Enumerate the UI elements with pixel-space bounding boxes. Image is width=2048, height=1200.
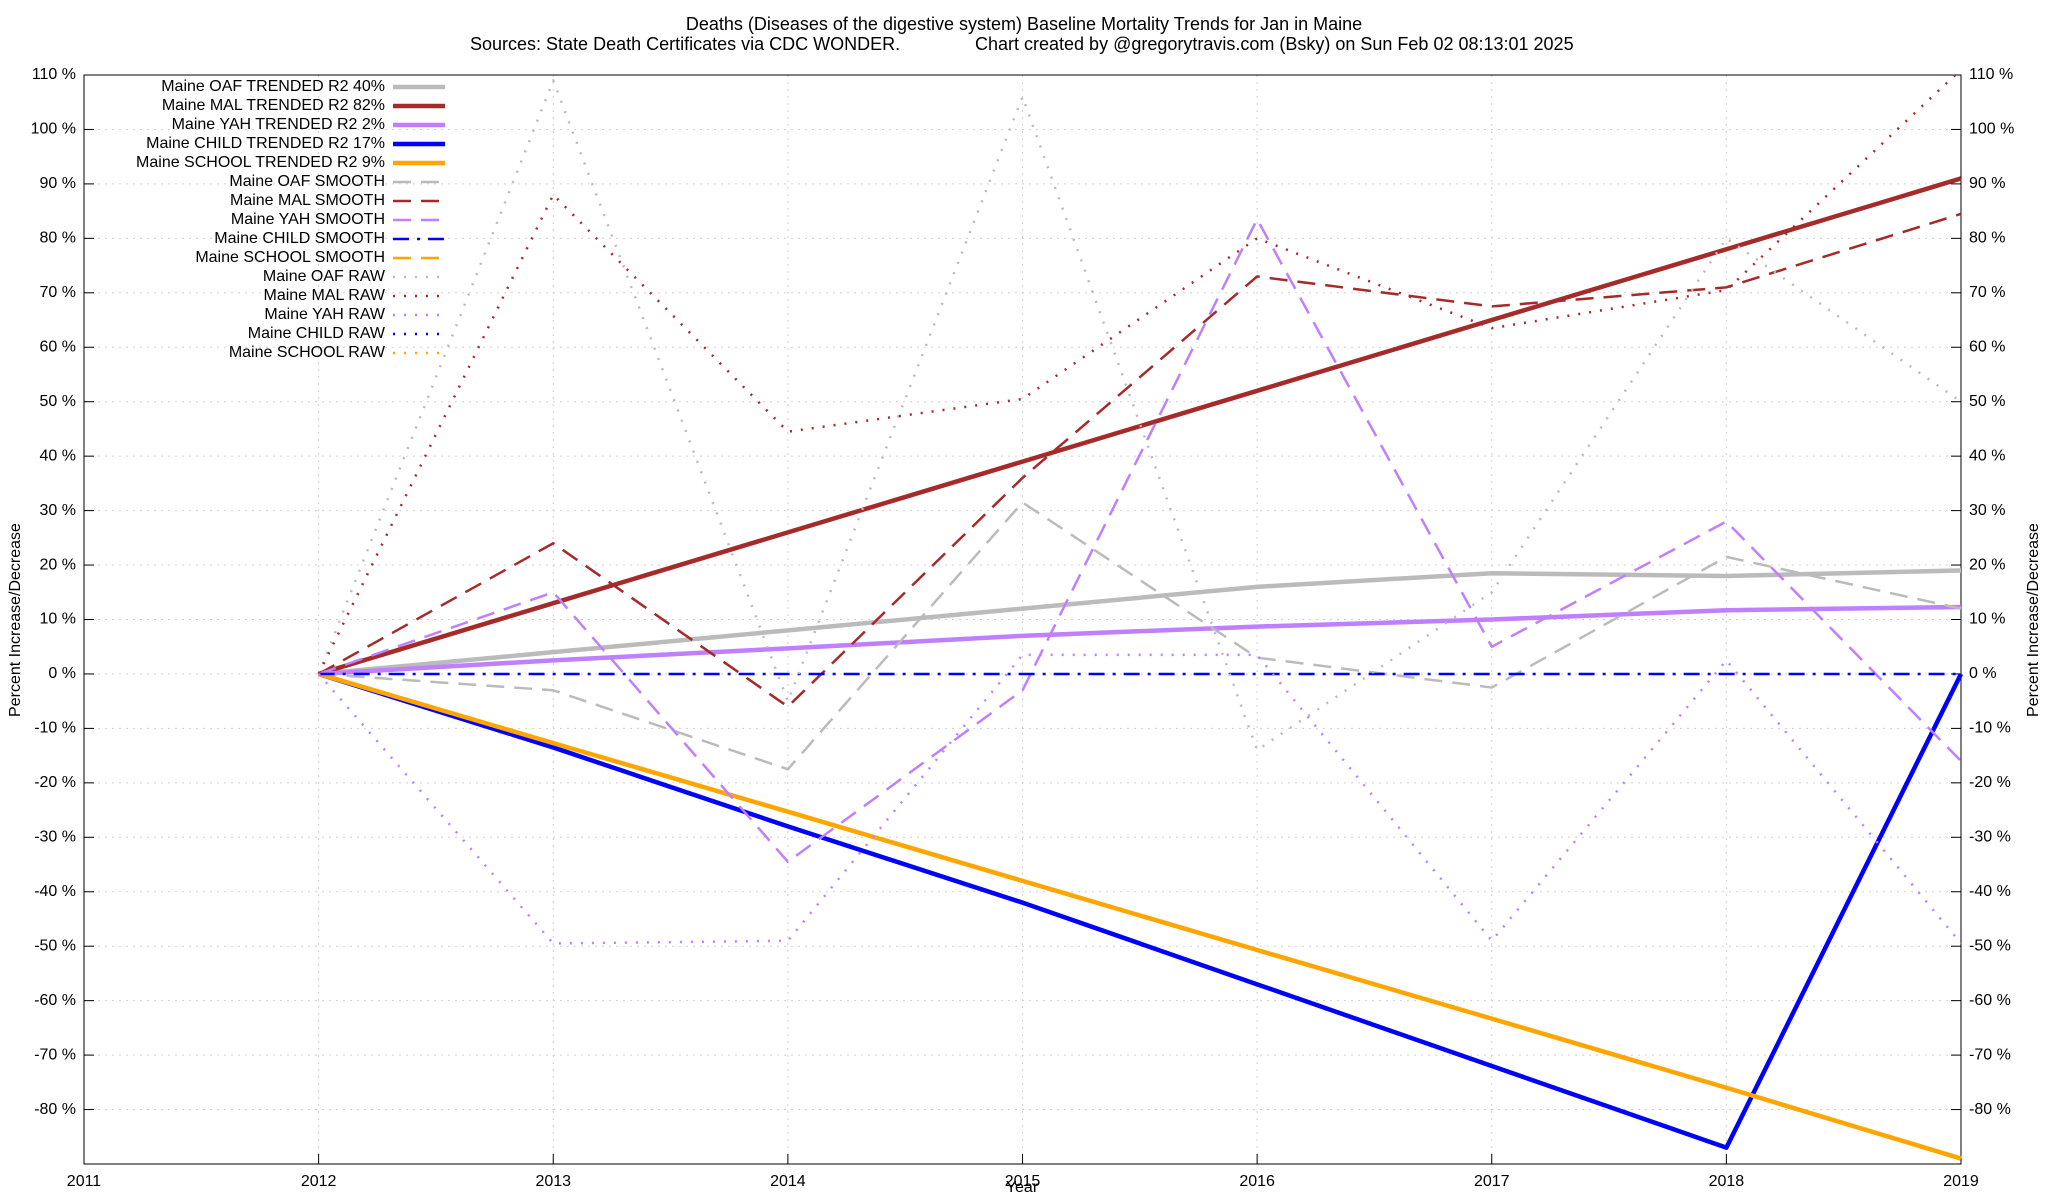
y2-tick-label: 30 % (1969, 502, 2005, 519)
y-tick-label: 60 % (40, 338, 76, 355)
y2-tick-label: 50 % (1969, 393, 2005, 410)
x-tick-label: 2018 (1709, 1173, 1745, 1190)
series-line (318, 218, 1962, 864)
y2-tick-label: 70 % (1969, 284, 2005, 301)
plot-frame (83, 74, 1962, 1165)
y-tick-label: -50 % (34, 937, 76, 954)
series-line (318, 212, 1962, 708)
y2-tick-label: 0 % (1969, 665, 1997, 682)
x-tick-label: 2017 (1474, 1173, 1510, 1190)
y-tick-label: 80 % (40, 230, 76, 247)
y2-tick-label: 20 % (1969, 556, 2005, 573)
series-line (317, 79, 1962, 752)
legend-label: Maine YAH TRENDED R2 2% (172, 116, 385, 133)
y-tick-label: 30 % (40, 502, 76, 519)
y2-tick-label: -30 % (1969, 829, 2011, 846)
series-line (318, 568, 1962, 677)
legend-label: Maine OAF TRENDED R2 40% (161, 78, 385, 95)
y-tick-label: 0 % (48, 665, 76, 682)
y2-tick-label: 80 % (1969, 230, 2005, 247)
chart-source: Sources: State Death Certificates via CD… (470, 34, 900, 54)
legend-label: Maine MAL SMOOTH (230, 192, 385, 209)
legend-label: Maine OAF SMOOTH (229, 173, 385, 190)
y2-tick-label: -80 % (1969, 1101, 2011, 1118)
legend-label: Maine CHILD RAW (248, 325, 386, 342)
chart-credit: Chart created by @gregorytravis.com (Bsk… (975, 34, 1574, 54)
legend-label: Maine YAH SMOOTH (231, 211, 385, 228)
y2-tick-label: 90 % (1969, 175, 2005, 192)
y2-axis-label: Percent Increase/Decrease (2025, 523, 2042, 717)
y2-tick-label: 100 % (1969, 121, 2014, 138)
legend-label: Maine MAL RAW (263, 287, 385, 304)
y2-tick-label: 110 % (1969, 66, 2013, 83)
x-tick-label: 2016 (1239, 1173, 1275, 1190)
y2-tick-label: -20 % (1969, 774, 2011, 791)
y-tick-label: -60 % (34, 992, 76, 1009)
legend-label: Maine CHILD SMOOTH (214, 230, 385, 247)
y2-tick-label: -70 % (1969, 1046, 2011, 1063)
y2-tick-label: 10 % (1969, 611, 2005, 628)
y2-tick-label: 40 % (1969, 447, 2005, 464)
legend-label: Maine MAL TRENDED R2 82% (162, 97, 385, 114)
series-line (318, 501, 1962, 771)
x-tick-label: 2011 (67, 1173, 102, 1190)
y2-tick-label: -60 % (1969, 992, 2011, 1009)
y-tick-label: -70 % (34, 1046, 76, 1063)
x-tick-label: 2012 (301, 1173, 337, 1190)
y-tick-label: -10 % (34, 720, 76, 737)
y-tick-label: 110 % (32, 66, 76, 83)
series-line (317, 671, 1964, 1150)
legend-label: Maine CHILD TRENDED R2 17% (146, 135, 385, 152)
y-axis-label: Percent Increase/Decrease (7, 523, 24, 717)
y2-tick-label: 60 % (1969, 338, 2005, 355)
series-line (317, 671, 1962, 1161)
y2-tick-label: -50 % (1969, 937, 2011, 954)
legend-label: Maine YAH RAW (264, 306, 386, 323)
series-line (317, 68, 1962, 675)
y2-tick-label: -40 % (1969, 883, 2011, 900)
y-tick-label: 40 % (40, 447, 76, 464)
y-tick-label: -80 % (34, 1101, 76, 1118)
y-tick-label: -40 % (34, 883, 76, 900)
y-tick-label: -20 % (34, 774, 76, 791)
legend-label: Maine SCHOOL TRENDED R2 9% (136, 154, 385, 171)
y-tick-label: 100 % (31, 121, 76, 138)
chart-title: Deaths (Diseases of the digestive system… (686, 14, 1362, 34)
series-line (317, 653, 1962, 945)
legend-label: Maine OAF RAW (263, 268, 386, 285)
y2-tick-label: -10 % (1969, 720, 2011, 737)
x-axis-label: Year (1006, 1179, 1039, 1196)
legend-label: Maine SCHOOL SMOOTH (195, 249, 385, 266)
x-tick-label: 2019 (1943, 1173, 1979, 1190)
x-tick-label: 2013 (535, 1173, 571, 1190)
x-tick-label: 2014 (770, 1173, 806, 1190)
y-tick-label: 10 % (40, 611, 76, 628)
y-tick-label: 20 % (40, 556, 76, 573)
y-tick-label: 90 % (40, 175, 76, 192)
series-line (318, 604, 1962, 677)
legend-label: Maine SCHOOL RAW (229, 344, 386, 361)
y-tick-label: 50 % (40, 393, 76, 410)
y-tick-label: -30 % (34, 829, 76, 846)
x-tick-label: 2015 (1005, 1173, 1041, 1190)
y-tick-label: 70 % (40, 284, 76, 301)
